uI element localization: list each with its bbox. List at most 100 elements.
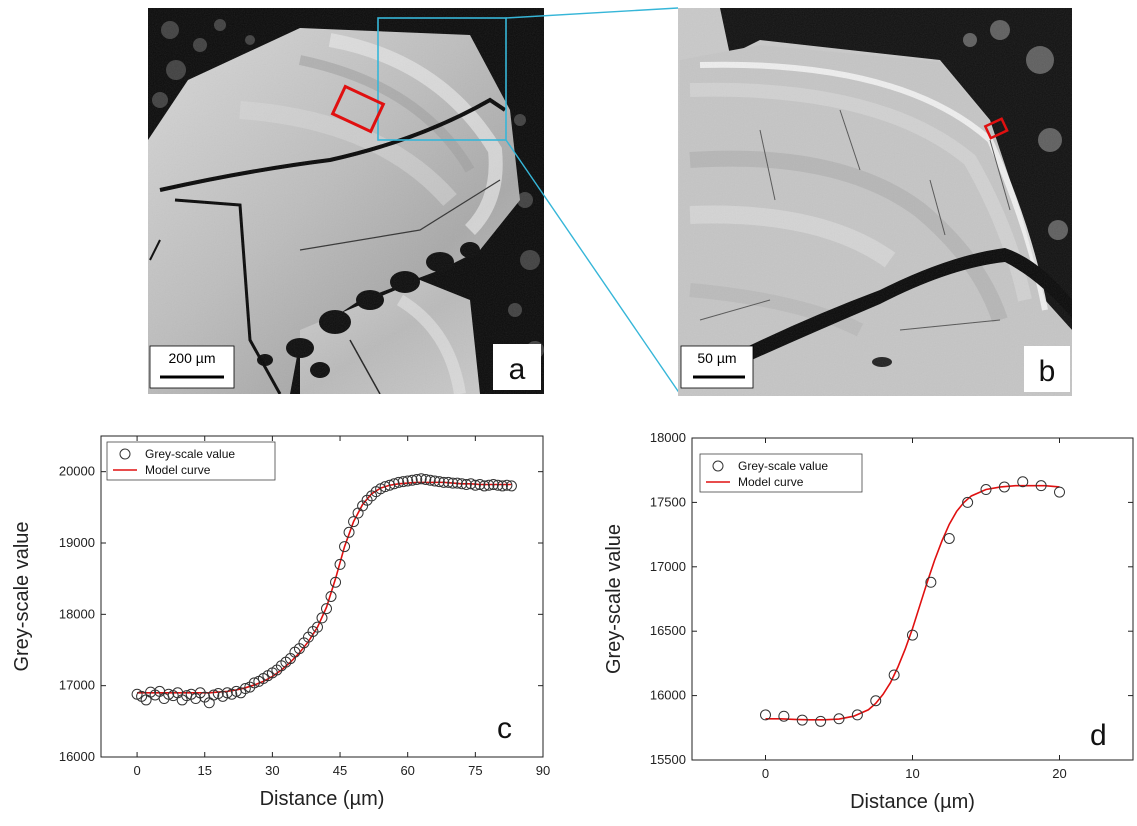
chart-d: 0 10 20 15500 16000 16500 17000 17500 18000 Dista…: [603, 430, 1134, 813]
panel-letter-b-box: b: [1024, 346, 1070, 392]
data-point: [316, 612, 328, 624]
panel-letter-a-box: a: [493, 344, 541, 390]
data-point: [456, 478, 468, 490]
data-point: [442, 476, 454, 488]
data-point: [321, 603, 333, 615]
data-point: [311, 621, 323, 633]
data-point: [429, 475, 441, 487]
data-point: [406, 474, 418, 486]
data-point: [796, 714, 808, 726]
micrograph-a: [148, 8, 544, 394]
legend-marker-observed: [712, 460, 724, 472]
data-point: [851, 709, 863, 721]
data-point: [962, 496, 974, 508]
data-point: [760, 709, 771, 721]
data-point: [483, 479, 495, 491]
data-point: [221, 687, 233, 699]
scale-bar-b: 50 µm: [680, 345, 754, 389]
x-axis-label: Distance (µm): [850, 791, 975, 813]
zoom-connector-bottom: [505, 139, 681, 395]
x-axis-label: Distance (µm): [260, 788, 385, 810]
zoom-connector-top: [505, 7, 679, 19]
x-tick-label: 0: [762, 766, 769, 781]
data-point: [980, 484, 992, 496]
data-point: [778, 710, 790, 722]
data-point: [487, 479, 499, 491]
data-point: [447, 477, 459, 489]
data-point: [492, 479, 504, 491]
data-point: [815, 715, 827, 727]
y-tick-label: 17500: [650, 494, 686, 509]
data-point: [402, 475, 414, 487]
legend-marker-observed: [119, 448, 131, 460]
data-point: [163, 688, 175, 700]
legend-entry-model: Model curve: [145, 463, 211, 477]
data-point: [833, 713, 845, 725]
y-tick-label: 18000: [59, 606, 95, 621]
y-tick-label: 15500: [650, 752, 686, 767]
x-tick-label: 10: [905, 766, 919, 781]
data-point: [339, 541, 351, 553]
y-tick-label: 19000: [59, 535, 95, 550]
data-point: [888, 669, 900, 681]
data-point: [496, 480, 508, 492]
scale-bar-a-label: 200 µm: [169, 350, 216, 366]
data-point: [393, 476, 405, 488]
data-point: [424, 474, 436, 486]
data-point: [451, 477, 463, 489]
y-tick-label: 16500: [650, 623, 686, 638]
data-point: [465, 478, 477, 490]
y-tick-label: 17000: [650, 559, 686, 574]
data-point: [411, 474, 423, 486]
x-tick-label: 60: [400, 763, 414, 778]
model-curve: [137, 481, 512, 694]
x-tick-label: 90: [536, 763, 550, 778]
data-point: [943, 532, 955, 544]
data-point: [998, 481, 1010, 493]
y-tick-label: 16000: [59, 749, 95, 764]
data-point: [334, 558, 346, 570]
data-point: [239, 683, 251, 695]
data-point: [1017, 476, 1029, 488]
data-point: [1035, 480, 1047, 492]
legend: Grey-scale value Model curve: [106, 441, 276, 481]
y-tick-label: 17000: [59, 678, 95, 693]
data-point: [348, 516, 360, 528]
model-curve: [765, 484, 1060, 721]
panel-letter-b: b: [1039, 355, 1056, 388]
data-point: [469, 479, 481, 491]
data-point: [343, 526, 355, 538]
plot-frame: [100, 435, 544, 758]
profile-box-b: [983, 117, 1009, 140]
profile-box-a: [330, 84, 386, 134]
zoom-box: [377, 17, 507, 141]
legend-entry-observed: Grey-scale value: [738, 459, 828, 473]
legend-entry-observed: Grey-scale value: [145, 447, 235, 461]
data-point: [474, 479, 486, 491]
legend-box: [106, 441, 276, 481]
y-axis-label: Grey-scale value: [603, 524, 625, 674]
data-point: [420, 474, 432, 486]
y-axis-label: Grey-scale value: [11, 521, 33, 671]
legend: Grey-scale value Model curve: [699, 453, 863, 493]
x-tick-label: 30: [265, 763, 279, 778]
y-tick-label: 18000: [650, 430, 686, 445]
data-point: [415, 473, 427, 485]
x-tick-label: 15: [198, 763, 212, 778]
data-point: [478, 480, 490, 492]
x-tick-label: 0: [133, 763, 140, 778]
y-tick-label: 20000: [59, 464, 95, 479]
scale-bar-a: 200 µm: [149, 345, 235, 389]
micrograph-b: [678, 8, 1072, 396]
panel-letter-d: d: [1090, 719, 1107, 752]
data-point: [438, 476, 450, 488]
data-point: [248, 677, 260, 689]
panel-letter-c: c: [497, 712, 512, 745]
data-point: [501, 479, 513, 491]
x-tick-label: 75: [468, 763, 482, 778]
y-tick-label: 16000: [650, 688, 686, 703]
data-point: [208, 689, 220, 701]
data-point: [330, 576, 342, 588]
data-point: [1054, 486, 1065, 498]
